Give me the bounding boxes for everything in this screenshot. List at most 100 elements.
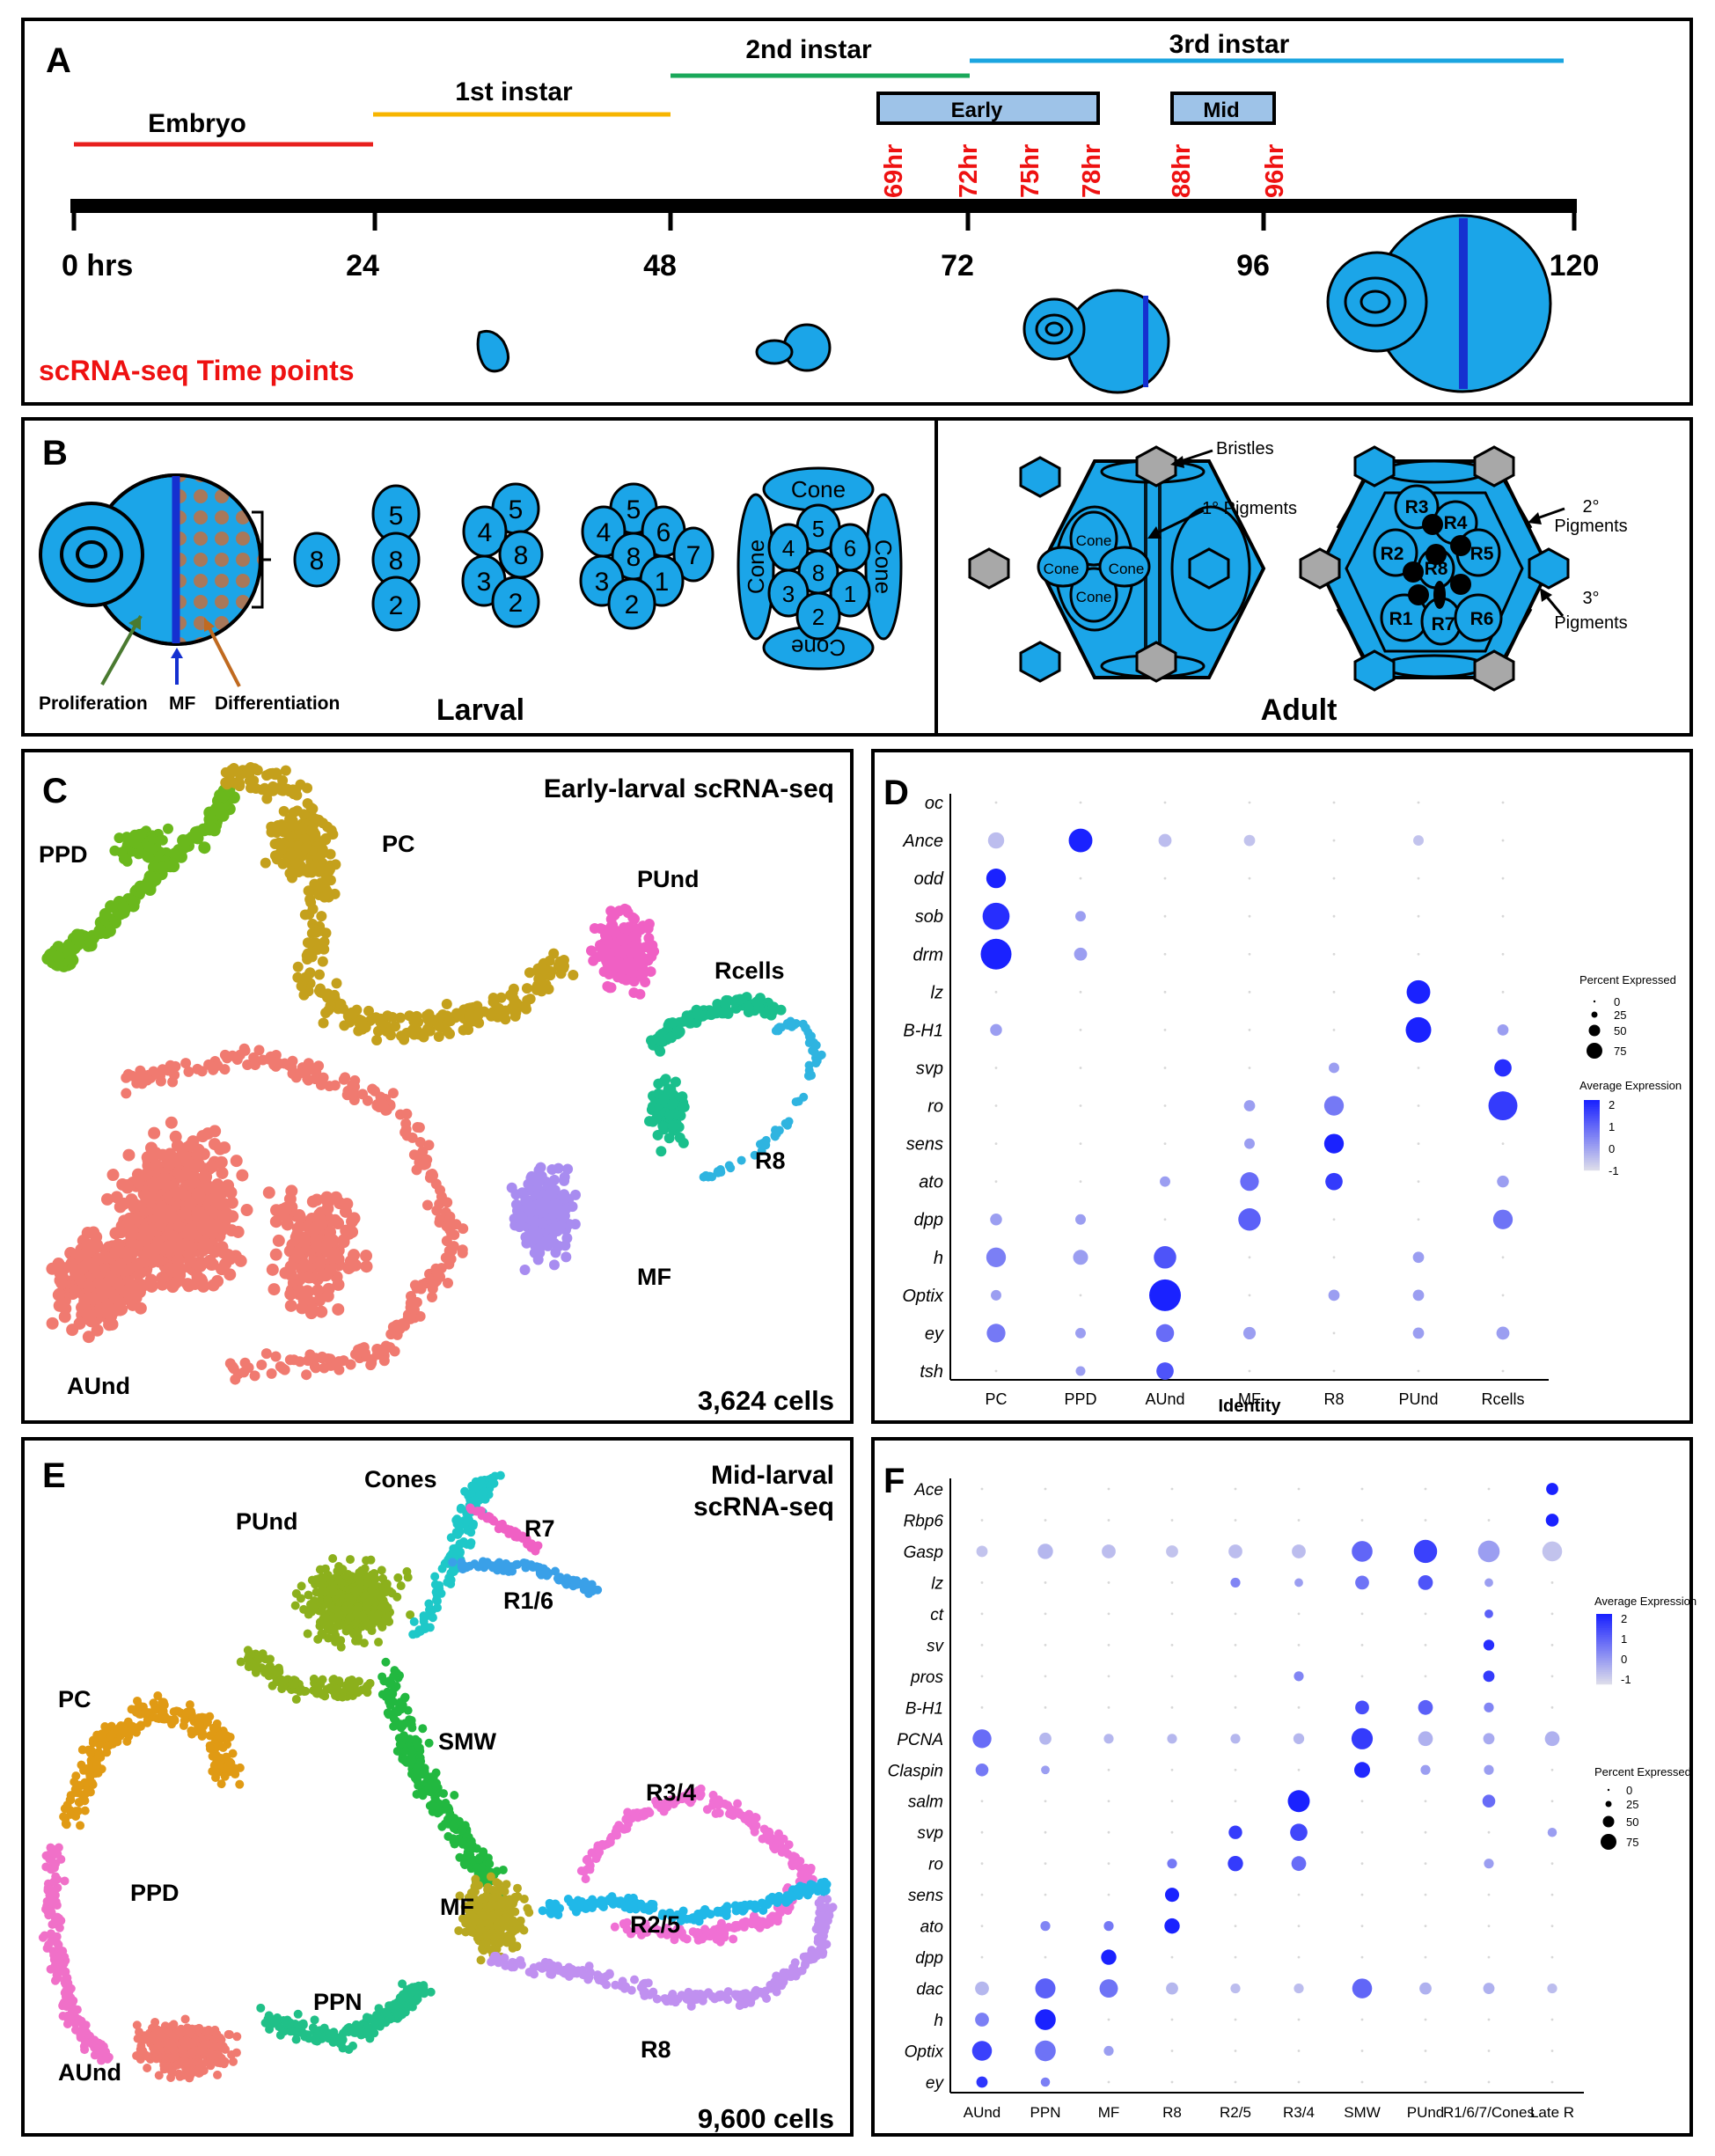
pc-point bbox=[271, 767, 282, 779]
panel-d-frame bbox=[871, 749, 1693, 1424]
adult-r3: R3 bbox=[1405, 497, 1429, 517]
legend-pct-title: Percent Expressed bbox=[1579, 973, 1676, 986]
s2-cell-2: 2 bbox=[389, 591, 404, 620]
ppd-point bbox=[143, 852, 155, 863]
mf-point bbox=[569, 1219, 581, 1230]
pc-point bbox=[116, 1720, 126, 1730]
aund-point bbox=[120, 1248, 133, 1261]
cones-point bbox=[470, 1494, 480, 1504]
legend-gradient-step bbox=[1584, 1102, 1600, 1104]
tick-24: 24 bbox=[346, 249, 379, 282]
mf-point bbox=[514, 1221, 525, 1233]
s5-cell-1: 1 bbox=[844, 581, 856, 607]
cluster-label-r8: R8 bbox=[755, 1148, 786, 1174]
legend-avg-value: 0 bbox=[1609, 1142, 1615, 1155]
mf-point bbox=[548, 1174, 560, 1185]
aund-point bbox=[149, 2034, 158, 2043]
aund-point bbox=[227, 1050, 238, 1061]
pc-point bbox=[106, 1731, 116, 1741]
pc-point bbox=[194, 1721, 203, 1731]
pc-point bbox=[347, 1008, 358, 1019]
aund-point bbox=[224, 1268, 237, 1281]
aund-point bbox=[93, 1276, 106, 1289]
ppd-point bbox=[117, 902, 130, 915]
pund-point bbox=[334, 1575, 344, 1585]
aund-point bbox=[372, 1348, 384, 1360]
dot-ro-PUnd bbox=[1417, 1104, 1420, 1107]
ppd-point bbox=[93, 924, 106, 937]
aund-point bbox=[110, 1303, 123, 1316]
mf-point bbox=[561, 1251, 572, 1263]
timepoints-note: scRNA-seq Time points bbox=[39, 355, 355, 386]
rcells-point bbox=[660, 1074, 671, 1085]
ppn-point bbox=[362, 2013, 371, 2022]
aund-point bbox=[153, 1212, 166, 1225]
adult-cone-right: Cone bbox=[1109, 561, 1145, 577]
ppd-point bbox=[168, 847, 181, 861]
cones-point bbox=[453, 1529, 463, 1539]
pund-point bbox=[331, 1690, 341, 1700]
aund-point bbox=[333, 1358, 344, 1369]
ppn-point bbox=[293, 2009, 303, 2019]
ppn-point bbox=[311, 2032, 321, 2042]
label-differentiation: Differentiation bbox=[215, 693, 340, 714]
rcells-point bbox=[667, 1017, 678, 1029]
pc-point bbox=[507, 987, 518, 999]
s4-cell-2: 2 bbox=[625, 590, 640, 620]
dot-oc-PPD bbox=[1079, 801, 1082, 804]
dot-tsh-AUnd bbox=[1156, 1362, 1174, 1380]
aund-point bbox=[407, 1132, 418, 1143]
pc-point bbox=[399, 1034, 410, 1045]
pc-point bbox=[158, 1698, 167, 1707]
aund-point bbox=[216, 2058, 225, 2068]
legend-gradient-step bbox=[1584, 1126, 1600, 1129]
aund-point bbox=[96, 1289, 109, 1302]
mf-point bbox=[570, 1189, 582, 1200]
gene-label: dpp bbox=[914, 1211, 943, 1230]
aund-point bbox=[409, 1296, 421, 1308]
aund-point bbox=[414, 1136, 426, 1148]
gene-label: lz bbox=[931, 983, 943, 1002]
aund-point bbox=[187, 2048, 197, 2057]
adult-r1: R1 bbox=[1389, 609, 1413, 629]
gene-label: ro bbox=[927, 1097, 943, 1117]
aund-point bbox=[142, 1074, 153, 1085]
dot-h-AUnd bbox=[1154, 1246, 1176, 1269]
mf-point bbox=[559, 1171, 570, 1183]
pc-point bbox=[275, 845, 287, 856]
pc-point bbox=[304, 908, 315, 920]
ppd-point bbox=[62, 1993, 72, 2003]
dot-h-PPD bbox=[1073, 1250, 1088, 1265]
aund-point bbox=[362, 1095, 373, 1106]
cones-point bbox=[412, 1629, 421, 1639]
r7-point bbox=[476, 1506, 486, 1515]
dot-h-PUnd bbox=[1412, 1251, 1425, 1264]
aund-point bbox=[414, 1122, 425, 1133]
aund-point bbox=[155, 1201, 168, 1214]
r8-point bbox=[786, 1019, 795, 1029]
early-box bbox=[876, 92, 1100, 125]
pc-point bbox=[544, 955, 555, 966]
legend-gradient-step bbox=[1584, 1156, 1600, 1159]
dot-drm-Rcells bbox=[1501, 952, 1505, 956]
ppn-point bbox=[413, 1994, 422, 2004]
pc-point bbox=[311, 927, 322, 938]
dot-B-H1-PUnd bbox=[1405, 1016, 1432, 1043]
pc-point bbox=[298, 809, 310, 820]
cones-point bbox=[452, 1514, 462, 1524]
dot-oc-MF bbox=[1248, 801, 1251, 804]
pund-point bbox=[275, 1667, 284, 1676]
pc-point bbox=[245, 761, 256, 773]
pc-point bbox=[356, 1016, 368, 1027]
pc-point bbox=[323, 1005, 334, 1016]
pund-point bbox=[609, 928, 620, 939]
dot-odd-PC bbox=[986, 868, 1007, 889]
aund-point bbox=[184, 1198, 197, 1211]
s4-cell-4: 4 bbox=[597, 518, 612, 547]
tick-72: 72 bbox=[941, 249, 974, 282]
s4-cell-1: 1 bbox=[655, 568, 670, 597]
label-pig2a: 2° bbox=[1582, 497, 1599, 517]
label-pig2b: Pigments bbox=[1554, 517, 1627, 536]
pund-point bbox=[311, 1574, 321, 1584]
pc-point bbox=[325, 848, 336, 860]
